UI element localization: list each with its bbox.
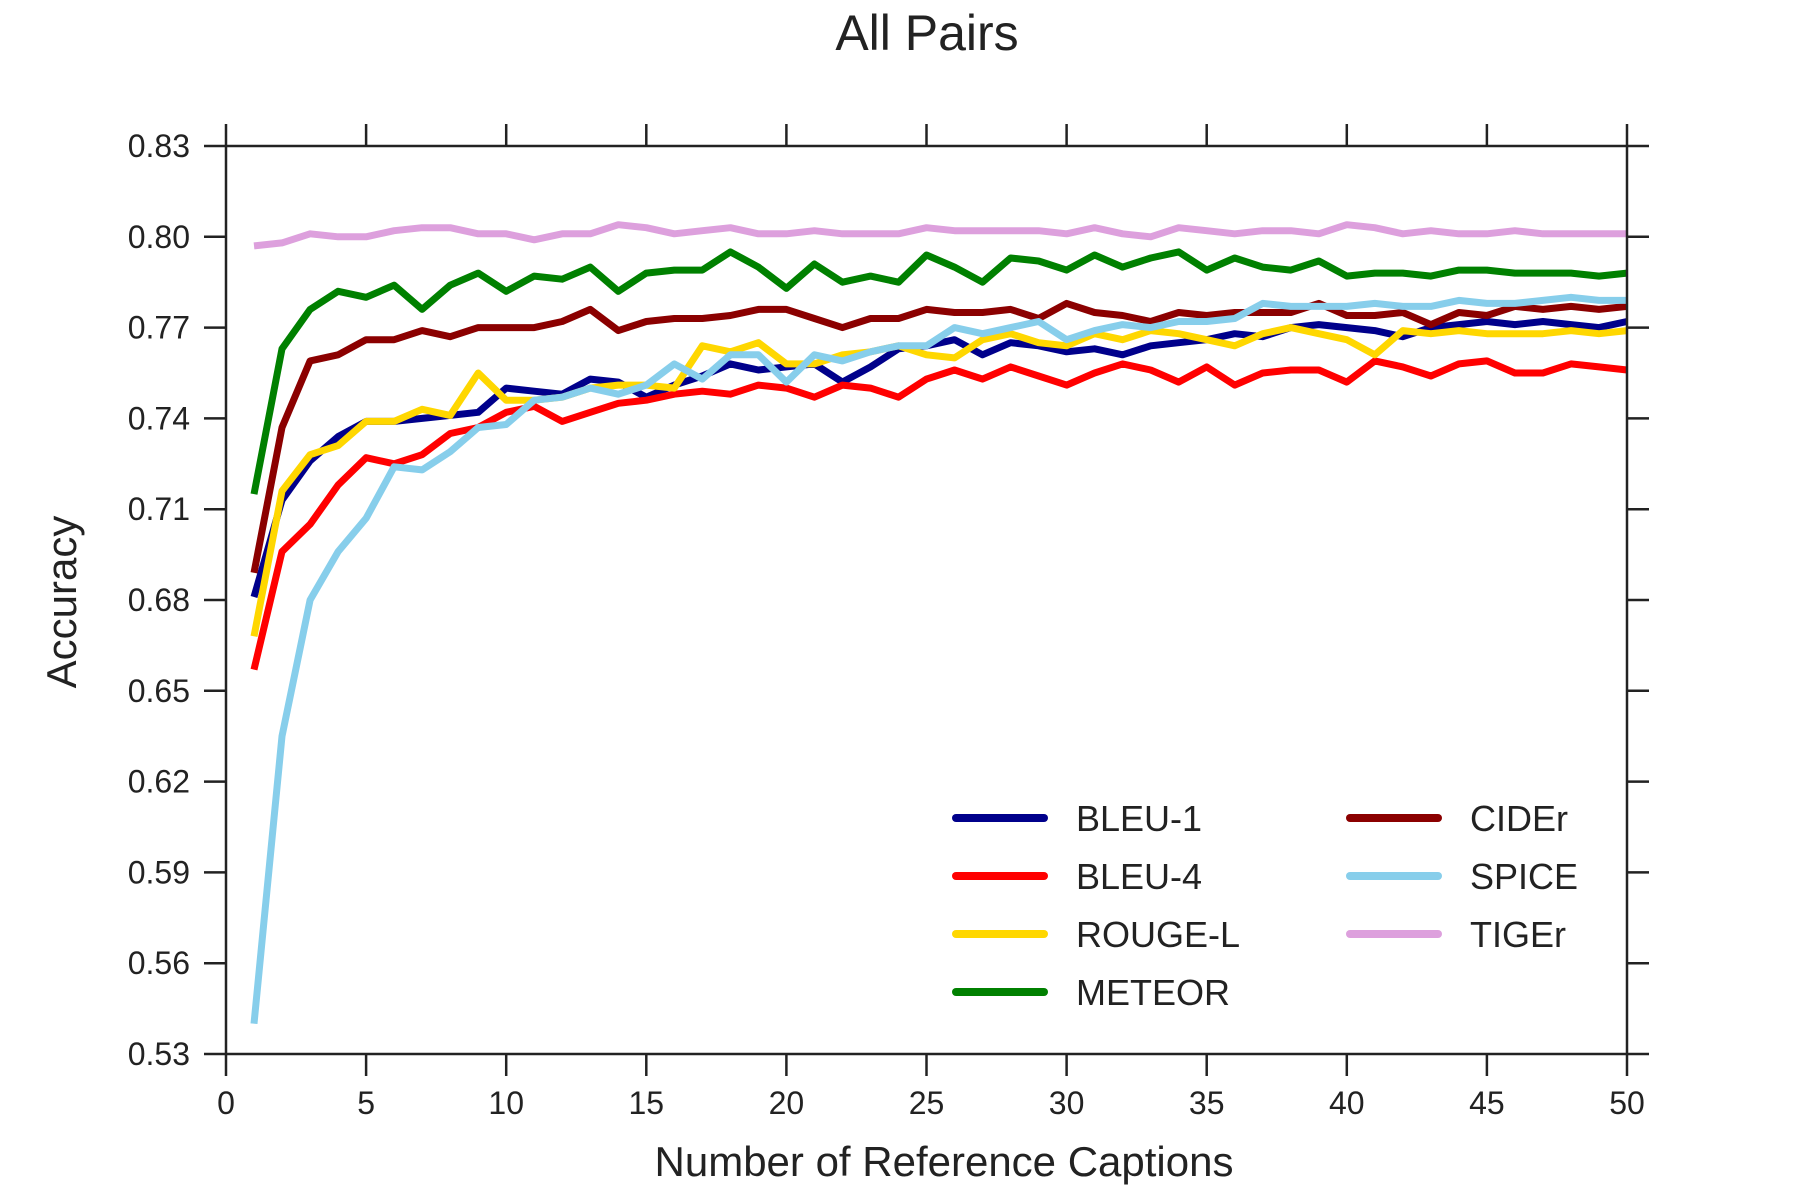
- series-line-cider: [250, 299, 1628, 574]
- x-tick-label: 0: [217, 1085, 235, 1121]
- x-tick-label: 40: [1329, 1085, 1365, 1121]
- series-line-bleu-1: [250, 318, 1628, 598]
- x-tick-label: 25: [909, 1085, 945, 1121]
- x-tick-label: 50: [1609, 1085, 1645, 1121]
- x-tick-label: 30: [1049, 1085, 1085, 1121]
- series-line-bleu-4: [250, 357, 1628, 671]
- legend-label-bleu-4: BLEU-4: [1076, 856, 1202, 897]
- y-tick-label: 0.80: [128, 219, 190, 255]
- legend-label-spice: SPICE: [1470, 856, 1578, 897]
- y-tick-label: 0.77: [128, 310, 190, 346]
- y-tick-label: 0.83: [128, 128, 190, 164]
- y-tick-label: 0.68: [128, 582, 190, 618]
- chart-title: All Pairs: [835, 5, 1018, 61]
- y-tick-label: 0.74: [128, 400, 190, 436]
- y-tick-label: 0.59: [128, 854, 190, 890]
- x-tick-label: 20: [769, 1085, 805, 1121]
- series-line-tiger: [253, 221, 1627, 250]
- series-line-meteor: [250, 248, 1628, 495]
- y-tick-label: 0.71: [128, 491, 190, 527]
- series-line-rouge-l: [250, 324, 1628, 637]
- y-axis-label: Accuracy: [38, 516, 85, 689]
- series-line-spice: [250, 293, 1627, 1025]
- y-tick-label: 0.62: [128, 764, 190, 800]
- plot-frame: [224, 144, 1629, 1056]
- legend-label-tiger: TIGEr: [1470, 914, 1566, 955]
- plot-area: 0.53 0.56 0.59 0.62 0.65 0.68 0.71 0.74 0.77 0.80…: [128, 124, 1649, 1121]
- x-tick-label: 5: [357, 1085, 375, 1121]
- legend-label-cider: CIDEr: [1470, 798, 1568, 839]
- legend-label-bleu-1: BLEU-1: [1076, 798, 1202, 839]
- y-tick-label: 0.56: [128, 945, 190, 981]
- x-tick-label: 15: [629, 1085, 665, 1121]
- x-tick-label: 35: [1189, 1085, 1225, 1121]
- y-tick-label: 0.65: [128, 673, 190, 709]
- x-axis-label: Number of Reference Captions: [655, 1138, 1234, 1185]
- x-tick-label: 45: [1469, 1085, 1505, 1121]
- legend-label-rouge-l: ROUGE-L: [1076, 914, 1240, 955]
- legend-label-meteor: METEOR: [1076, 972, 1230, 1013]
- y-tick-label: 0.53: [128, 1036, 190, 1072]
- x-tick-label: 10: [488, 1085, 524, 1121]
